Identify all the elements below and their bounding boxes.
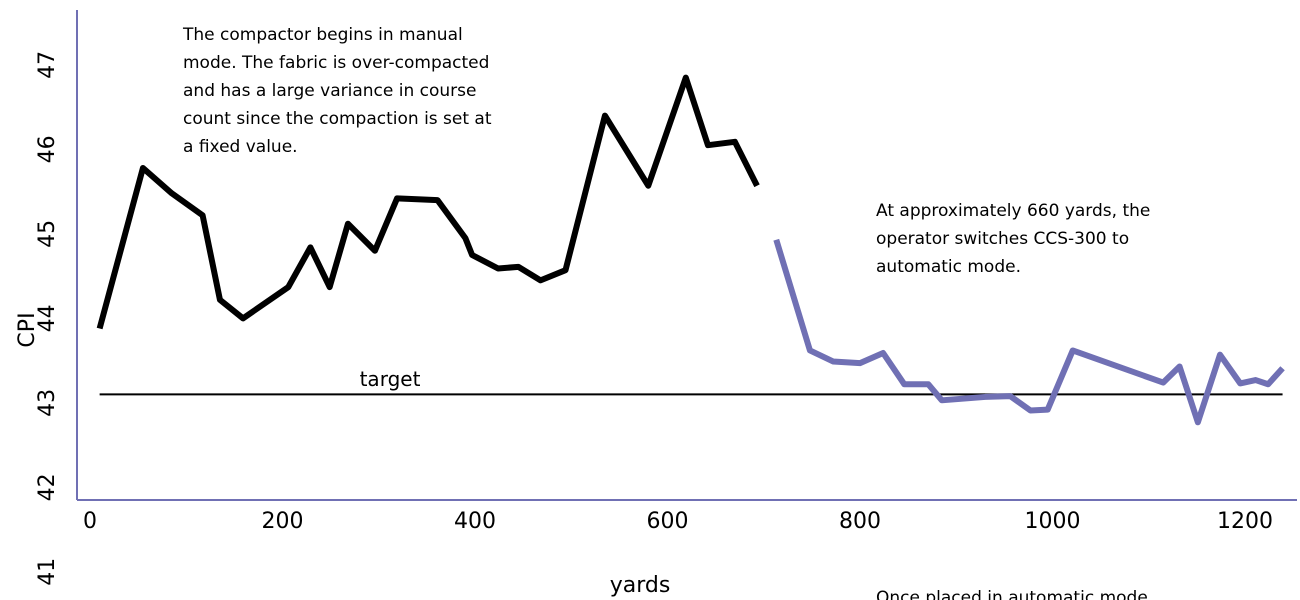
x-tick-label: 0 <box>83 509 97 534</box>
x-axis-title: yards <box>610 573 671 598</box>
x-tick-label: 800 <box>839 509 881 534</box>
y-tick-label: 45 <box>35 220 60 248</box>
y-tick-label: 44 <box>35 304 60 332</box>
x-tick-label: 1200 <box>1217 509 1273 534</box>
annotation: count since the compaction is set at <box>183 109 492 129</box>
y-tick-label: 42 <box>35 473 60 501</box>
x-tick-label: 200 <box>261 509 303 534</box>
annotation: and has a large variance in course <box>183 81 476 101</box>
y-axis-title: CPI <box>15 312 40 347</box>
annotation: automatic mode. <box>876 257 1021 277</box>
y-tick-label: 41 <box>35 558 60 586</box>
x-tick-label: 400 <box>454 509 496 534</box>
target-label: target <box>360 367 421 391</box>
y-tick-label: 43 <box>35 389 60 417</box>
annotation: a fixed value. <box>183 137 298 157</box>
annotation: The compactor begins in manual <box>182 25 463 45</box>
annotation: Once placed in automatic mode, <box>876 588 1153 600</box>
x-tick-label: 1000 <box>1025 509 1081 534</box>
y-tick-label: 47 <box>35 51 60 79</box>
x-tick-label: 600 <box>647 509 689 534</box>
annotation: At approximately 660 yards, the <box>876 201 1150 221</box>
y-tick-label: 46 <box>35 135 60 163</box>
annotation: operator switches CCS-300 to <box>876 229 1129 249</box>
annotation: mode. The fabric is over-compacted <box>183 53 489 73</box>
data-line <box>773 238 1285 426</box>
data-line <box>96 74 760 330</box>
